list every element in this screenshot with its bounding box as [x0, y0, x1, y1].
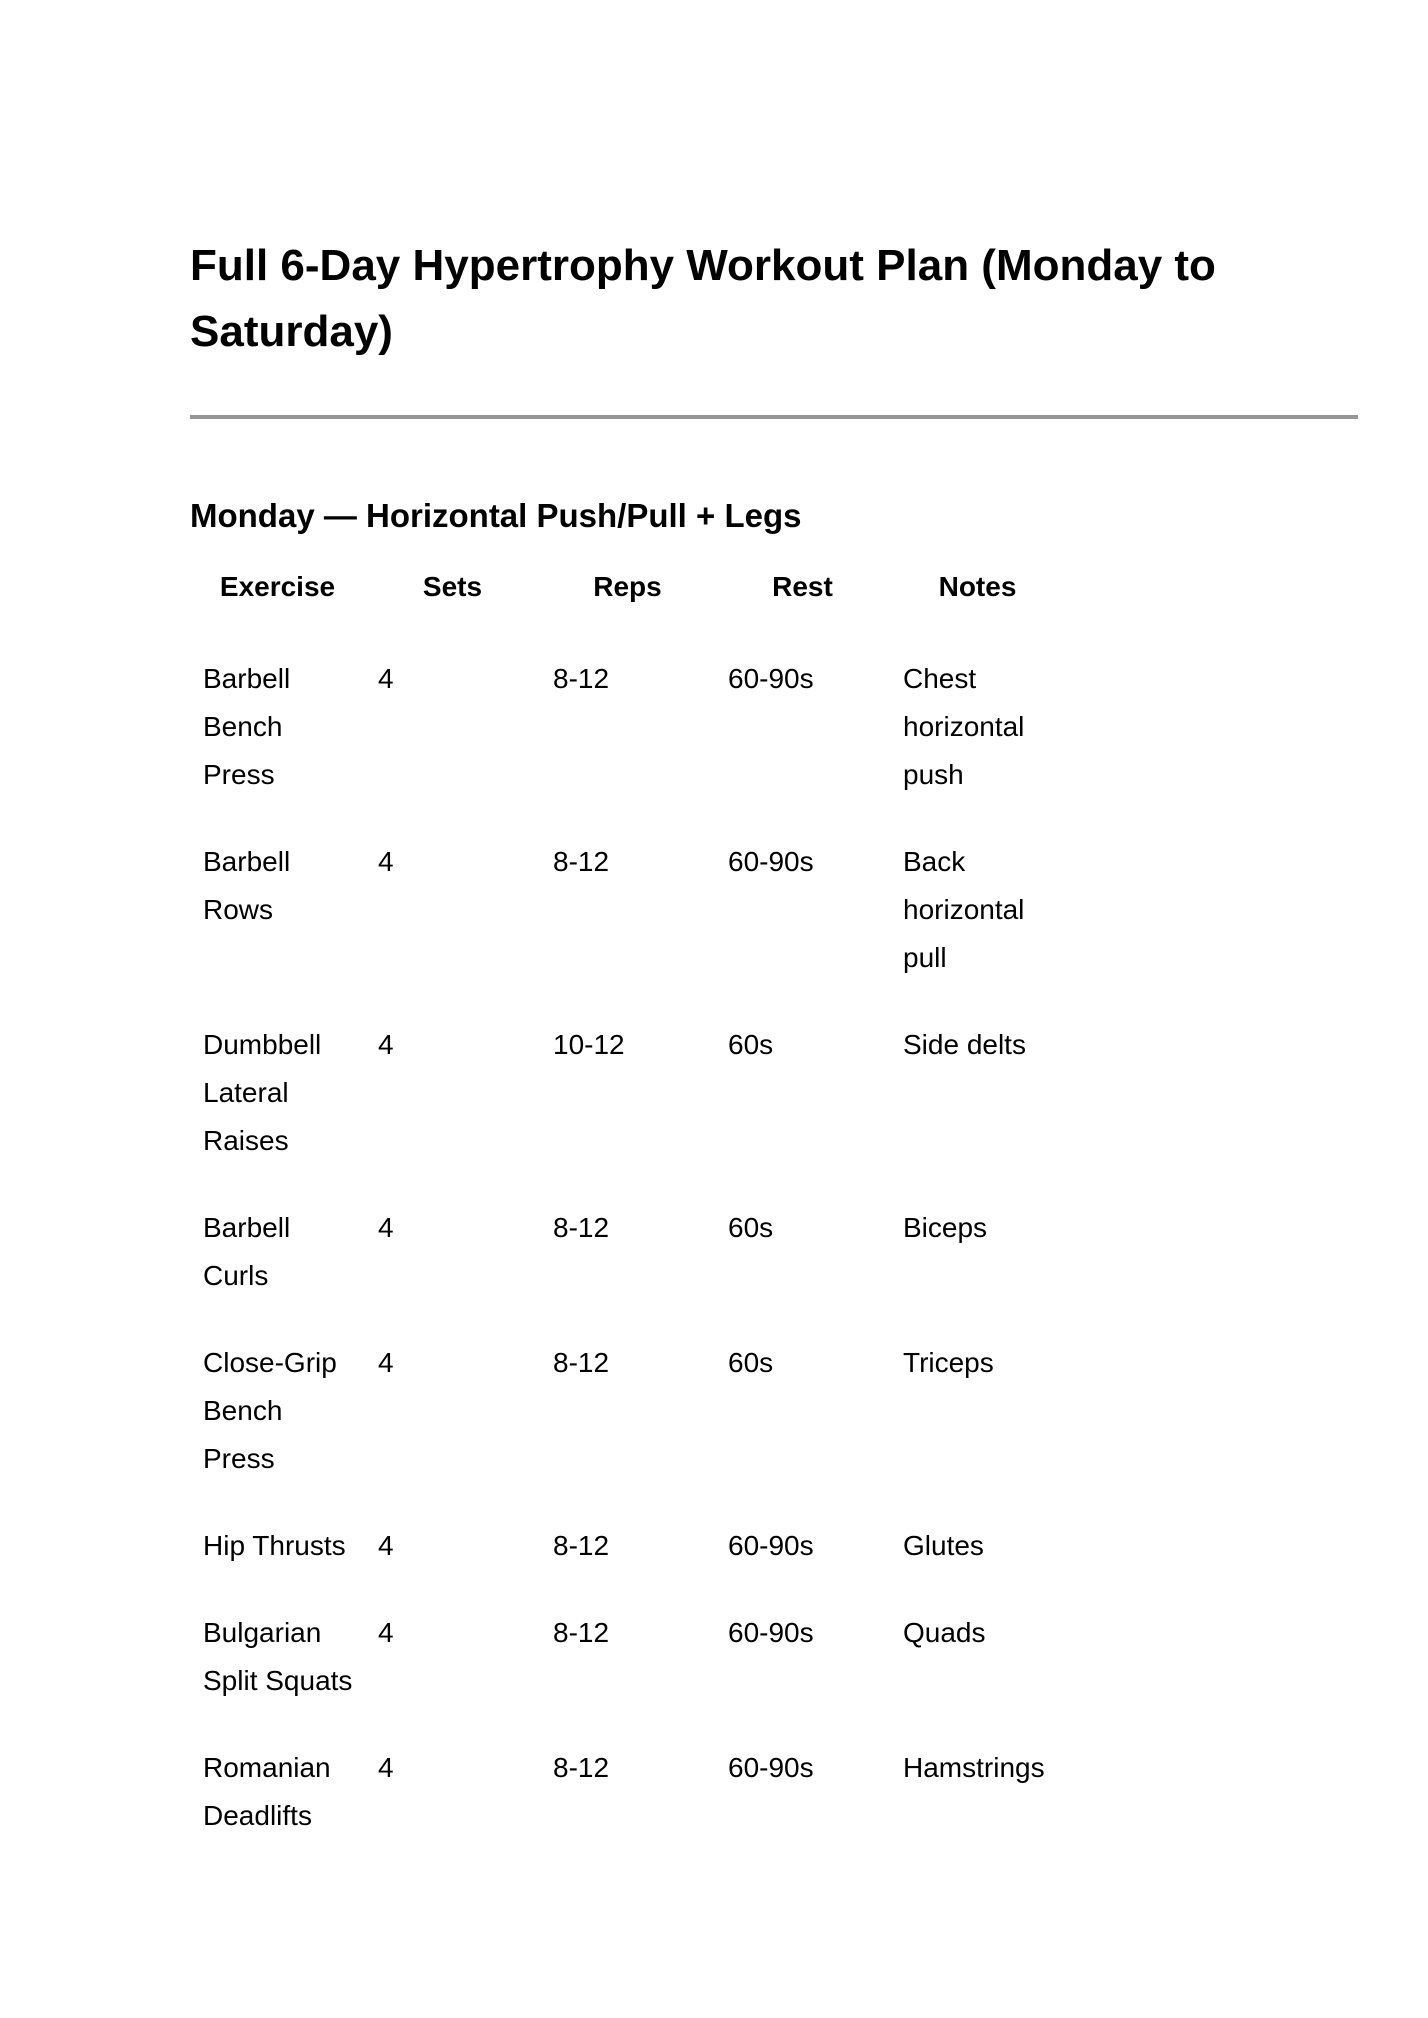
cell-sets: 4: [378, 1029, 394, 1060]
cell-notes: Triceps: [903, 1347, 994, 1378]
cell-sets: 4: [378, 1212, 394, 1243]
cell-exercise: Bulgarian Split Squats: [203, 1617, 353, 1696]
section-divider: [190, 415, 1358, 419]
table-row: Barbell Bench Press 4 8-12 60-90s Chest hori…: [190, 633, 1065, 816]
cell-exercise: Dumbbell Lateral Raises: [203, 1029, 322, 1156]
cell-sets: 4: [378, 1752, 394, 1783]
cell-exercise: Barbell Rows: [203, 846, 291, 925]
cell-exercise: Hip Thrusts: [203, 1530, 346, 1561]
cell-rest: 60-90s: [728, 1617, 814, 1648]
table-row: Barbell Curls 4 8-12 60s Biceps: [190, 1182, 1065, 1317]
cell-sets: 4: [378, 1617, 394, 1648]
cell-rest: 60-90s: [728, 846, 814, 877]
table-row: Hip Thrusts 4 8-12 60-90s Glutes: [190, 1500, 1065, 1587]
document-page: Full 6-Day Hypertrophy Workout Plan (Mon…: [190, 0, 1360, 1857]
cell-reps: 8-12: [553, 846, 610, 877]
table-row: Bulgarian Split Squats 4 8-12 60-90s Quads: [190, 1587, 1065, 1722]
table-header-row: Exercise Sets Reps Rest Notes: [190, 563, 1065, 633]
cell-sets: 4: [378, 1347, 394, 1378]
cell-reps: 10-12: [553, 1029, 625, 1060]
cell-sets: 4: [378, 663, 394, 694]
cell-notes: Biceps: [903, 1212, 988, 1243]
cell-reps: 8-12: [553, 1347, 610, 1378]
table-row: Close-Grip Bench Press 4 8-12 60s Triceps: [190, 1317, 1065, 1500]
table-row: Dumbbell Lateral Raises 4 10-12 60s Side del…: [190, 999, 1065, 1182]
table-body: Barbell Bench Press 4 8-12 60-90s Chest hori…: [190, 633, 1065, 1857]
cell-rest: 60-90s: [728, 663, 814, 694]
cell-exercise: Romanian Deadlifts: [203, 1752, 331, 1831]
workout-table: Exercise Sets Reps Rest Notes Barbell Bench …: [190, 563, 1065, 1857]
cell-notes: Hamstrings: [903, 1752, 1045, 1783]
cell-reps: 8-12: [553, 1212, 610, 1243]
cell-notes: Chest horizontal push: [903, 663, 1025, 790]
cell-reps: 8-12: [553, 1530, 610, 1561]
cell-rest: 60s: [728, 1029, 774, 1060]
cell-exercise: Close-Grip Bench Press: [203, 1347, 337, 1474]
column-header-reps: Reps: [593, 571, 662, 602]
cell-notes: Back horizontal pull: [903, 846, 1025, 973]
column-header-exercise: Exercise: [219, 571, 336, 602]
cell-rest: 60s: [728, 1212, 774, 1243]
column-header-rest: Rest: [772, 571, 833, 602]
cell-notes: Glutes: [903, 1530, 984, 1561]
cell-exercise: Barbell Bench Press: [203, 663, 291, 790]
cell-reps: 8-12: [553, 663, 610, 694]
cell-exercise: Barbell Curls: [203, 1212, 291, 1291]
cell-notes: Side delts: [903, 1029, 1026, 1060]
section-heading: Monday — Horizontal Push/Pull + Legs: [190, 497, 802, 534]
cell-sets: 4: [378, 846, 394, 877]
table-row: Romanian Deadlifts 4 8-12 60-90s Hamstrings: [190, 1722, 1065, 1857]
column-header-notes: Notes: [938, 571, 1017, 602]
cell-notes: Quads: [903, 1617, 986, 1648]
document-title: Full 6-Day Hypertrophy Workout Plan (Mon…: [190, 241, 1216, 356]
cell-reps: 8-12: [553, 1617, 610, 1648]
table-row: Barbell Rows 4 8-12 60-90s Back horizontal p…: [190, 816, 1065, 999]
cell-rest: 60-90s: [728, 1752, 814, 1783]
cell-rest: 60s: [728, 1347, 774, 1378]
cell-rest: 60-90s: [728, 1530, 814, 1561]
cell-reps: 8-12: [553, 1752, 610, 1783]
column-header-sets: Sets: [422, 571, 483, 602]
cell-sets: 4: [378, 1530, 394, 1561]
